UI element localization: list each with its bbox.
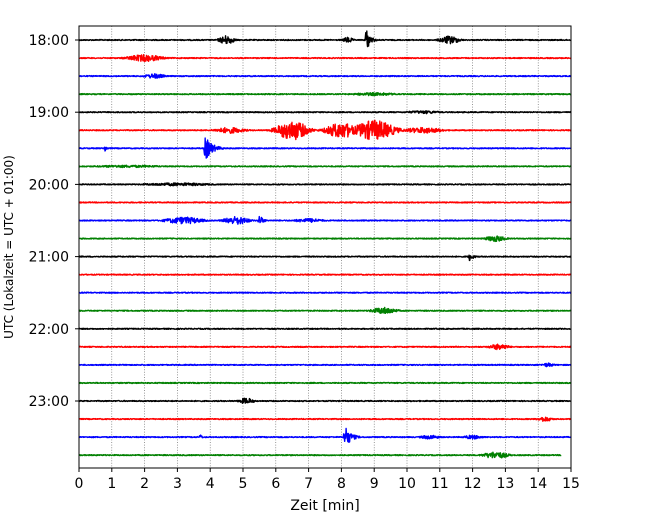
- y-axis-label: UTC (Lokalzeit = UTC + 01:00): [2, 155, 16, 339]
- trace-1930: [78, 137, 572, 159]
- trace-2100: [78, 254, 572, 262]
- trace-2315: [78, 416, 572, 422]
- x-tick-label: 1: [107, 476, 116, 492]
- trace-1815: [78, 53, 572, 63]
- x-tick-label: 3: [173, 476, 182, 492]
- y-tick-label: 22:00: [29, 322, 69, 338]
- trace-2030: [78, 215, 572, 225]
- trace-1845: [78, 91, 572, 97]
- trace-2245: [78, 381, 572, 385]
- trace-1830: [78, 73, 572, 79]
- grid-lines: [111, 26, 539, 468]
- x-axis-ticks: 0 1 2 3 4 5 6 7 8 9 10 11 12 13 14 15: [75, 468, 580, 492]
- x-tick-label: 10: [398, 476, 416, 492]
- y-tick-label: 23:00: [29, 394, 69, 410]
- plot-frame: [78, 25, 572, 469]
- trace-1800: [78, 30, 572, 48]
- x-tick-label: 0: [75, 476, 84, 492]
- trace-2015: [78, 201, 572, 204]
- x-tick-label: 6: [271, 476, 280, 492]
- x-tick-label: 7: [304, 476, 313, 492]
- trace-2130: [78, 291, 572, 294]
- x-tick-label: 2: [140, 476, 149, 492]
- trace-2330: [78, 427, 572, 444]
- trace-2345: [78, 451, 562, 459]
- x-tick-label: 5: [239, 476, 248, 492]
- seismic-traces: [78, 30, 572, 459]
- y-tick-label: 18:00: [29, 33, 69, 49]
- y-axis-ticks: 18:00 19:00 20:00 21:00 22:00 23:00: [29, 33, 79, 410]
- x-axis-label: Zeit [min]: [290, 498, 359, 514]
- x-tick-label: 8: [337, 476, 346, 492]
- trace-2230: [78, 362, 572, 368]
- x-tick-label: 11: [431, 476, 449, 492]
- x-tick-label: 12: [464, 476, 482, 492]
- trace-2145: [78, 306, 572, 315]
- trace-2045: [78, 235, 572, 243]
- x-tick-label: 14: [529, 476, 547, 492]
- trace-2200: [78, 327, 572, 330]
- x-tick-label: 4: [206, 476, 215, 492]
- y-tick-label: 20:00: [29, 177, 69, 193]
- x-tick-label: 9: [370, 476, 379, 492]
- trace-1900: [78, 110, 572, 115]
- trace-2115: [78, 273, 572, 276]
- y-tick-label: 19:00: [29, 105, 69, 121]
- trace-1915: [78, 119, 572, 141]
- trace-2215: [78, 343, 572, 351]
- trace-2000: [78, 182, 572, 187]
- x-tick-label: 13: [496, 476, 514, 492]
- trace-1945: [78, 164, 572, 169]
- trace-2300: [78, 397, 572, 404]
- y-tick-label: 21:00: [29, 250, 69, 266]
- x-tick-label: 15: [562, 476, 580, 492]
